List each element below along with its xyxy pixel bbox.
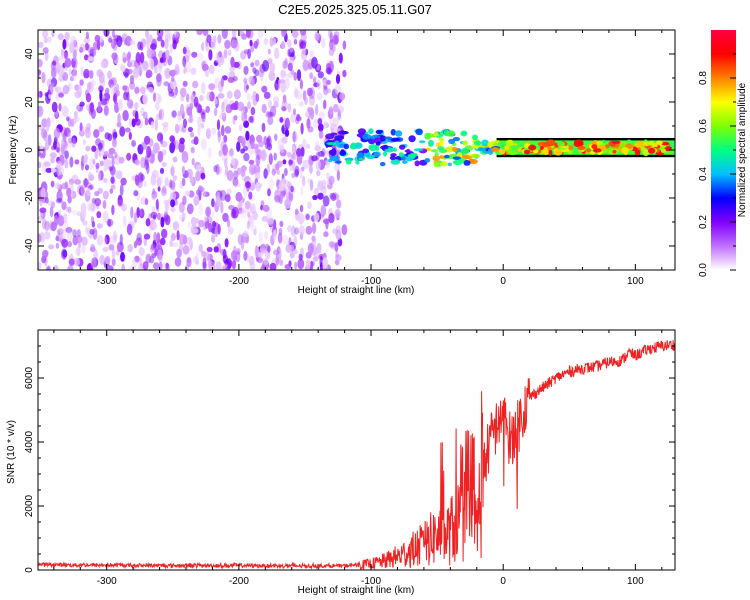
spectrogram-x-tick-label: -300 <box>97 276 117 287</box>
spectrogram-y-tick-label: 20 <box>24 96 35 108</box>
spectrogram-y-tick-label: 40 <box>24 48 35 60</box>
snr-y-tick-label: 0 <box>24 567 35 573</box>
colorbar-tick-label: 0.8 <box>698 71 709 85</box>
snr-ylabel: SNR (10 * v/v) <box>6 420 17 484</box>
spectrogram-image <box>38 30 675 270</box>
spectrogram-xlabel: Height of straight line (km) <box>298 285 415 296</box>
snr-x-tick-label: 100 <box>627 576 644 587</box>
colorbar-tick-label: 0.4 <box>698 167 709 181</box>
snr-y-tick-label: 6000 <box>24 366 35 389</box>
spectrogram-x-tick-label: -200 <box>229 276 249 287</box>
snr-x-tick-label: -200 <box>229 576 249 587</box>
snr-y-tick-label: 2000 <box>24 494 35 517</box>
spectrogram-ylabel: Frequency (Hz) <box>8 116 19 185</box>
colorbar-gradient <box>711 30 736 270</box>
chart-title: C2E5.2025.325.05.11.G07 <box>278 2 432 17</box>
colorbar-label: Normalized spectral amplitude <box>737 82 748 217</box>
snr-x-tick-label: -300 <box>97 576 117 587</box>
colorbar-tick-label: 0.2 <box>698 215 709 229</box>
snr-frame <box>37 329 676 571</box>
snr-series-line <box>38 340 675 570</box>
spectrogram-y-tick-label: -20 <box>24 190 35 205</box>
spectrogram-x-tick-label: 0 <box>500 276 506 287</box>
colorbar-tick-label: 0.0 <box>698 263 709 277</box>
snr-x-tick-label: -100 <box>361 576 381 587</box>
snr-x-tick-label: 0 <box>500 576 506 587</box>
snr-xlabel: Height of straight line (km) <box>298 585 415 596</box>
spectrogram-x-tick-label: 100 <box>627 276 644 287</box>
spectrogram-x-tick-label: -100 <box>361 276 381 287</box>
snr-y-tick-label: 4000 <box>24 430 35 453</box>
spectrogram-y-tick-label: 0 <box>24 147 35 153</box>
colorbar: 0.0 0.2 0.4 0.6 0.8 <box>698 30 736 277</box>
spectrogram-y-tick-label: -40 <box>24 238 35 253</box>
colorbar-tick-label: 0.6 <box>698 119 709 133</box>
